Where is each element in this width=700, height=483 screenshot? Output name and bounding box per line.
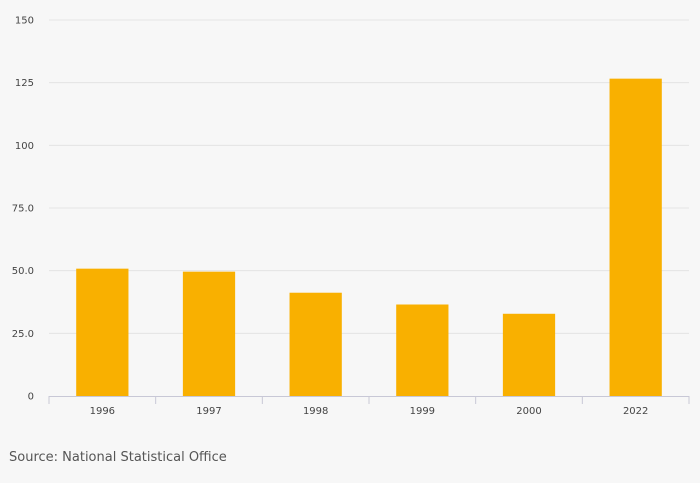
y-tick-label: 150 [15, 16, 34, 27]
y-tick-label: 25.0 [12, 329, 34, 340]
y-tick-label: 50.0 [12, 266, 34, 277]
bar-1999 [396, 304, 449, 396]
gridlines [49, 19, 689, 334]
x-tick-label: 1999 [410, 406, 435, 417]
y-tick-label: 0 [28, 392, 34, 403]
y-tick-label: 125 [15, 78, 34, 89]
bar-1996 [76, 268, 129, 396]
bar-2022 [609, 78, 662, 396]
source-note: Source: National Statistical Office [9, 450, 227, 465]
x-axis: 1996 1997 1998 1999 2000 2022 [48, 396, 690, 417]
y-tick-label: 100 [15, 141, 34, 152]
x-tick-label: 2000 [516, 406, 541, 417]
bar-chart: 0 25.0 50.0 75.0 100 125 150 1996 1997 1998 1999 2… [12, 16, 690, 417]
x-tick-label: 2022 [623, 406, 648, 417]
x-tick-label: 1998 [303, 406, 328, 417]
bar-1998 [289, 292, 342, 396]
bar-2000 [502, 313, 556, 396]
y-axis-ticks: 0 25.0 50.0 75.0 100 125 150 [12, 16, 34, 403]
x-tick-label: 1997 [196, 406, 221, 417]
bar-1997 [182, 271, 236, 396]
y-tick-label: 75.0 [12, 204, 34, 215]
bars [76, 78, 662, 396]
x-tick-label: 1996 [90, 406, 115, 417]
